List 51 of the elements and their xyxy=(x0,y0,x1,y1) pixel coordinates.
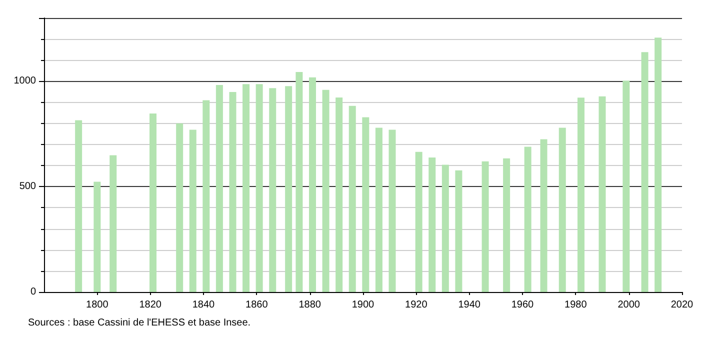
y-tick-label: 0 xyxy=(30,286,36,298)
x-tick-label: 2000 xyxy=(618,300,640,310)
y-tick-label: 1000 xyxy=(14,76,36,87)
x-tick-label: 1800 xyxy=(86,300,109,310)
x-tick-label: 2020 xyxy=(670,300,694,310)
bar xyxy=(202,100,210,292)
bar xyxy=(415,152,422,292)
x-tick-label: 1940 xyxy=(458,300,481,310)
bar xyxy=(256,84,263,292)
x-tick-label: 1980 xyxy=(564,300,588,310)
bar xyxy=(176,123,184,292)
bar xyxy=(216,85,223,292)
bar xyxy=(75,120,82,292)
bar xyxy=(110,155,117,292)
y-tick-label: 500 xyxy=(19,181,36,192)
bar xyxy=(558,128,566,292)
bar xyxy=(482,161,489,292)
x-tick-label: 1900 xyxy=(352,300,375,310)
bar xyxy=(296,72,303,292)
x-tick-label: 1820 xyxy=(139,300,162,310)
bar xyxy=(540,139,548,292)
x-tick-label: 1880 xyxy=(298,300,322,310)
bar xyxy=(308,77,316,292)
bar xyxy=(455,170,462,292)
bar xyxy=(577,98,584,292)
bar xyxy=(322,90,330,292)
x-tick-label: 1960 xyxy=(511,300,534,310)
bar xyxy=(94,182,101,292)
bar xyxy=(242,84,250,292)
bar xyxy=(503,158,510,292)
bar xyxy=(598,96,606,292)
bar xyxy=(428,158,436,292)
bar xyxy=(442,164,449,292)
bar xyxy=(641,52,648,292)
bar xyxy=(524,146,532,292)
bar xyxy=(229,92,236,292)
bar xyxy=(269,88,276,292)
x-tick-label: 1860 xyxy=(246,300,268,310)
source-note: Sources : base Cassini de l'EHESS et base Insee. xyxy=(28,318,251,328)
bar xyxy=(348,106,356,292)
bar xyxy=(149,113,156,292)
bar xyxy=(375,128,382,292)
bar xyxy=(285,86,292,292)
bar xyxy=(362,117,370,292)
bar xyxy=(654,38,662,292)
bar xyxy=(189,130,196,292)
bar xyxy=(336,97,343,292)
x-tick-label: 1920 xyxy=(405,300,428,310)
x-tick-label: 1840 xyxy=(192,300,216,310)
bar xyxy=(388,130,396,292)
bar xyxy=(622,80,630,292)
